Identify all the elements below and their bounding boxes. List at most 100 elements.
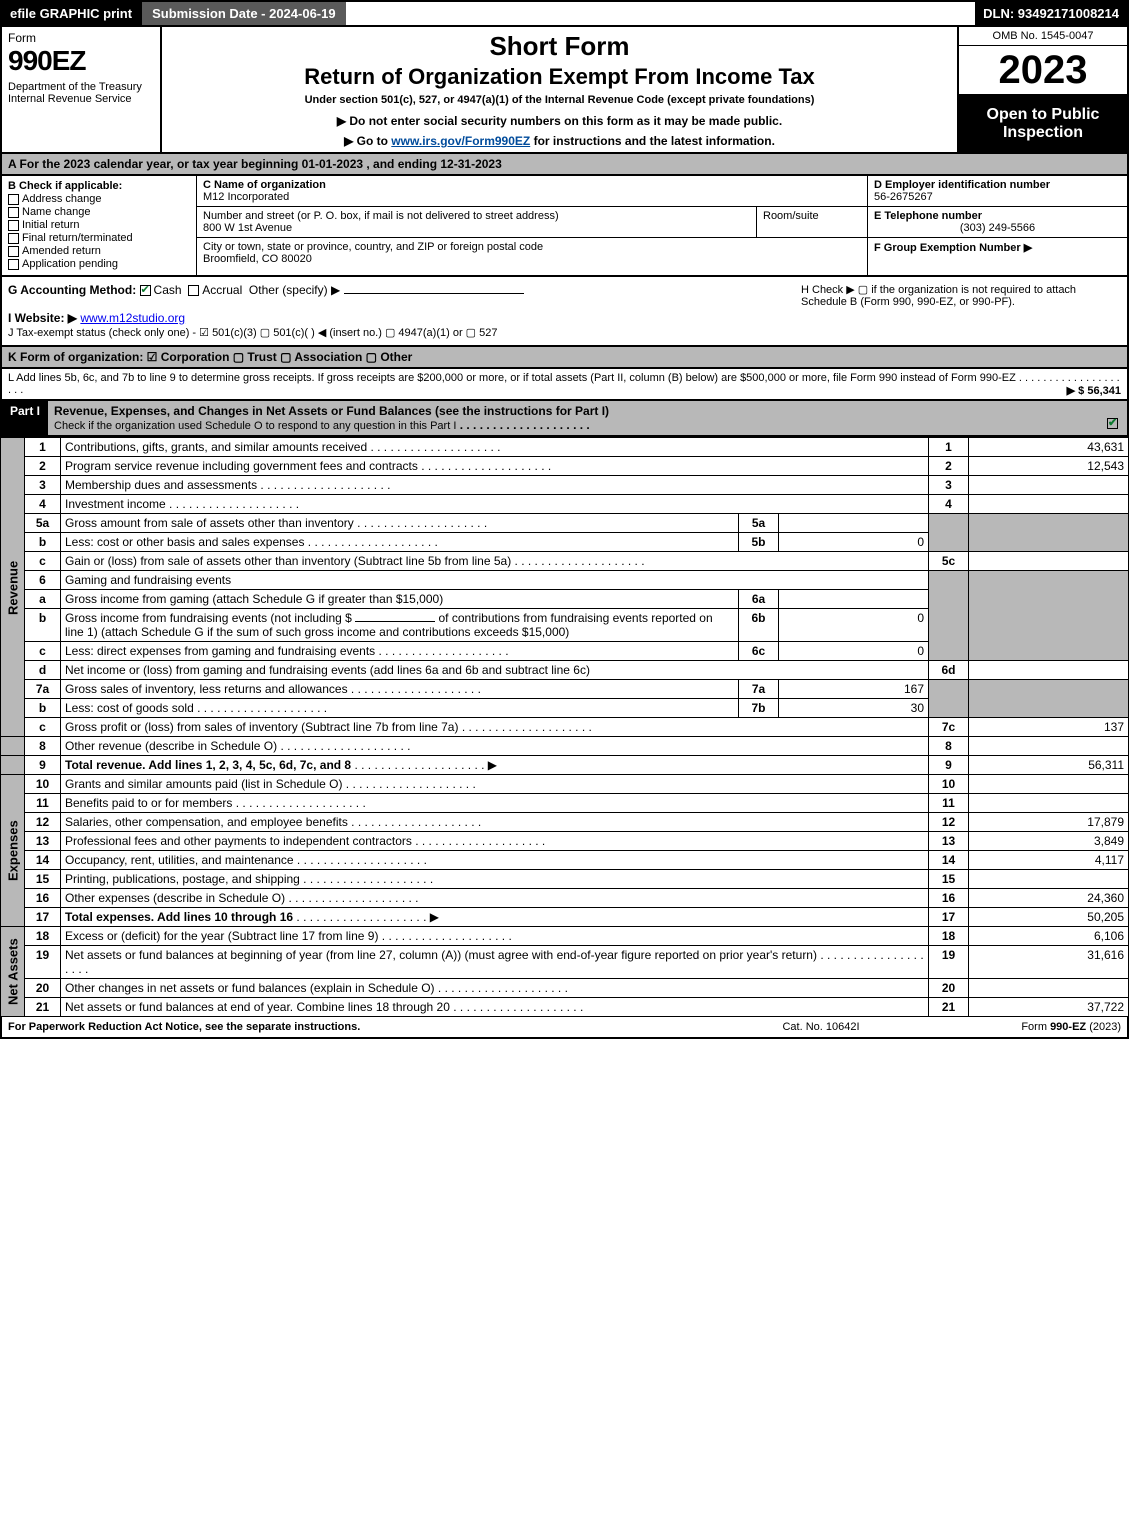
omb-number: OMB No. 1545-0047 — [959, 27, 1127, 46]
line-17: 17Total expenses. Add lines 10 through 1… — [1, 908, 1129, 927]
telephone-value: (303) 249-5566 — [874, 222, 1121, 234]
header-left: Form 990EZ Department of the Treasury In… — [2, 27, 162, 152]
val-5b: 0 — [779, 533, 929, 552]
chk-schedule-o[interactable] — [1107, 418, 1118, 429]
footer-formref: Form 990-EZ (2023) — [921, 1021, 1121, 1033]
org-name: M12 Incorporated — [203, 191, 289, 203]
part-i-header: Part I Revenue, Expenses, and Changes in… — [0, 401, 1129, 437]
line-20: 20Other changes in net assets or fund ba… — [1, 979, 1129, 998]
line-13: 13Professional fees and other payments t… — [1, 832, 1129, 851]
do-not-enter: ▶ Do not enter social security numbers o… — [170, 114, 949, 128]
val-11 — [969, 794, 1129, 813]
val-14: 4,117 — [969, 851, 1129, 870]
val-6d — [969, 661, 1129, 680]
tax-year: 2023 — [959, 46, 1127, 95]
org-address-row: Number and street (or P. O. box, if mail… — [197, 207, 867, 238]
irs-link[interactable]: www.irs.gov/Form990EZ — [391, 134, 530, 148]
line-19: 19Net assets or fund balances at beginni… — [1, 946, 1129, 979]
efile-label: efile GRAPHIC print — [2, 2, 140, 25]
val-2: 12,543 — [969, 457, 1129, 476]
val-15 — [969, 870, 1129, 889]
line-4: 4Investment income4 — [1, 495, 1129, 514]
chk-initial-return[interactable]: Initial return — [8, 219, 190, 231]
val-18: 6,106 — [969, 927, 1129, 946]
form-word: Form — [8, 31, 154, 45]
d-ein: D Employer identification number 56-2675… — [868, 176, 1127, 207]
line-7a: 7aGross sales of inventory, less returns… — [1, 680, 1129, 699]
chk-final-return[interactable]: Final return/terminated — [8, 232, 190, 244]
val-9: 56,311 — [969, 756, 1129, 775]
other-specify-input[interactable] — [344, 293, 524, 294]
street-label: Number and street (or P. O. box, if mail… — [203, 210, 559, 222]
val-5c — [969, 552, 1129, 571]
line-12: 12Salaries, other compensation, and empl… — [1, 813, 1129, 832]
chk-address-change[interactable]: Address change — [8, 193, 190, 205]
e-label: E Telephone number — [874, 210, 982, 222]
val-7a: 167 — [779, 680, 929, 699]
city-value: Broomfield, CO 80020 — [203, 253, 312, 265]
row-gh: G Accounting Method: Cash Accrual Other … — [0, 277, 1129, 347]
val-20 — [969, 979, 1129, 998]
col-c: C Name of organization M12 Incorporated … — [197, 176, 867, 275]
b-label: B Check if applicable: — [8, 180, 190, 192]
chk-accrual[interactable] — [188, 285, 199, 296]
city-label: City or town, state or province, country… — [203, 241, 543, 253]
f-label: F Group Exemption Number ▶ — [874, 242, 1032, 254]
line-6: 6Gaming and fundraising events — [1, 571, 1129, 590]
col-def: D Employer identification number 56-2675… — [867, 176, 1127, 275]
footer-paperwork: For Paperwork Reduction Act Notice, see … — [8, 1021, 721, 1033]
under-section: Under section 501(c), 527, or 4947(a)(1)… — [170, 94, 949, 106]
page-footer: For Paperwork Reduction Act Notice, see … — [0, 1017, 1129, 1039]
form-header: Form 990EZ Department of the Treasury In… — [0, 27, 1129, 154]
footer-catno: Cat. No. 10642I — [721, 1021, 921, 1033]
header-center: Short Form Return of Organization Exempt… — [162, 27, 957, 152]
j-tax-exempt: J Tax-exempt status (check only one) - ☑… — [8, 327, 497, 339]
val-6c: 0 — [779, 642, 929, 661]
row-k-form-org: K Form of organization: ☑ Corporation ▢ … — [0, 347, 1129, 369]
line-9: 9Total revenue. Add lines 1, 2, 3, 4, 5c… — [1, 756, 1129, 775]
line-8: 8Other revenue (describe in Schedule O)8 — [1, 737, 1129, 756]
submission-date: Submission Date - 2024-06-19 — [140, 2, 346, 25]
val-7c: 137 — [969, 718, 1129, 737]
sidelabel-netassets: Net Assets — [1, 927, 25, 1017]
val-19: 31,616 — [969, 946, 1129, 979]
lines-table: Revenue 1Contributions, gifts, grants, a… — [0, 437, 1129, 1017]
val-16: 24,360 — [969, 889, 1129, 908]
sidelabel-expenses: Expenses — [1, 775, 25, 927]
line-1: Revenue 1Contributions, gifts, grants, a… — [1, 438, 1129, 457]
return-title: Return of Organization Exempt From Incom… — [170, 64, 949, 90]
line-2: 2Program service revenue including gover… — [1, 457, 1129, 476]
header-right: OMB No. 1545-0047 2023 Open to Public In… — [957, 27, 1127, 152]
d-label: D Employer identification number — [874, 179, 1050, 191]
chk-application-pending[interactable]: Application pending — [8, 258, 190, 270]
val-5a — [779, 514, 929, 533]
chk-name-change[interactable]: Name change — [8, 206, 190, 218]
chk-amended-return[interactable]: Amended return — [8, 245, 190, 257]
go-to-instructions: ▶ Go to www.irs.gov/Form990EZ for instru… — [170, 134, 949, 148]
f-group-exemption: F Group Exemption Number ▶ — [868, 238, 1127, 257]
c-name-label: C Name of organization — [203, 179, 326, 191]
line-5a: 5aGross amount from sale of assets other… — [1, 514, 1129, 533]
l-amount: ▶ $ 56,341 — [1067, 384, 1121, 397]
row-a-tax-year: A For the 2023 calendar year, or tax yea… — [0, 154, 1129, 176]
val-13: 3,849 — [969, 832, 1129, 851]
h-schedule-b: H Check ▶ ▢ if the organization is not r… — [801, 283, 1121, 339]
line-11: 11Benefits paid to or for members11 — [1, 794, 1129, 813]
val-1: 43,631 — [969, 438, 1129, 457]
street-value: 800 W 1st Avenue — [203, 222, 292, 234]
open-to-public: Open to Public Inspection — [959, 95, 1127, 152]
part-i-title: Revenue, Expenses, and Changes in Net As… — [48, 401, 1127, 435]
short-form-title: Short Form — [170, 31, 949, 62]
room-suite-cell: Room/suite — [757, 207, 867, 237]
val-17: 50,205 — [969, 908, 1129, 927]
line-7c: cGross profit or (loss) from sales of in… — [1, 718, 1129, 737]
website-link[interactable]: www.m12studio.org — [80, 311, 185, 325]
val-4 — [969, 495, 1129, 514]
line-6d: dNet income or (loss) from gaming and fu… — [1, 661, 1129, 680]
form-number: 990EZ — [8, 45, 154, 77]
line-10: Expenses 10Grants and similar amounts pa… — [1, 775, 1129, 794]
street-cell: Number and street (or P. O. box, if mail… — [197, 207, 757, 237]
room-label: Room/suite — [763, 210, 819, 222]
chk-cash[interactable] — [140, 285, 151, 296]
city-cell: City or town, state or province, country… — [197, 238, 867, 275]
